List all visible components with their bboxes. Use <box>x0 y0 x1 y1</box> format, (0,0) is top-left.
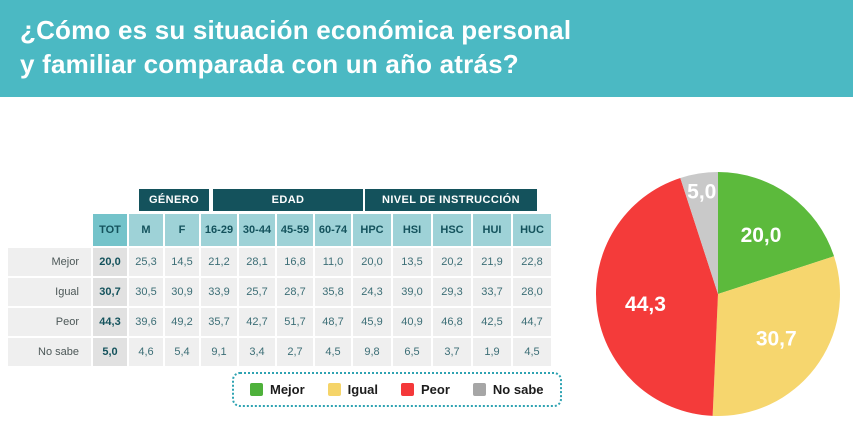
table-cell: 14,5 <box>165 248 199 276</box>
table-cell: 42,5 <box>473 308 511 336</box>
table-cell: 16,8 <box>277 248 313 276</box>
table-cell: 42,7 <box>239 308 275 336</box>
pie-value-label: 30,7 <box>756 327 797 350</box>
column-header-huc: HUC <box>513 214 551 246</box>
table-cell: 44,7 <box>513 308 551 336</box>
table-cell: 39,0 <box>393 278 431 306</box>
table-cell: 3,4 <box>239 338 275 366</box>
table-cell: 5,0 <box>93 338 127 366</box>
content-area: GÉNERO EDAD NIVEL DE INSTRUCCIÓN TOT M F… <box>0 97 853 442</box>
row-label-mejor: Mejor <box>8 248 91 276</box>
column-header-hui: HUI <box>473 214 511 246</box>
table-cell: 30,7 <box>93 278 127 306</box>
table-cell: 6,5 <box>393 338 431 366</box>
column-header-hsi: HSI <box>393 214 431 246</box>
legend-label-mejor: Mejor <box>270 382 305 397</box>
table-cell: 30,9 <box>165 278 199 306</box>
column-header-45-59: 45-59 <box>277 214 313 246</box>
table-cell: 33,9 <box>201 278 237 306</box>
table-cell: 45,9 <box>353 308 391 336</box>
table-cell: 22,8 <box>513 248 551 276</box>
title-line-2: y familiar comparada con un año atrás? <box>20 49 519 80</box>
group-header-nivel-instruccion: NIVEL DE INSTRUCCIÓN <box>365 189 537 211</box>
legend-swatch-igual <box>327 383 341 396</box>
legend-item-peor: Peor <box>401 382 450 397</box>
row-label-peor: Peor <box>8 308 91 336</box>
table-corner-spacer <box>8 214 91 242</box>
table-cell: 35,7 <box>201 308 237 336</box>
table-cell: 33,7 <box>473 278 511 306</box>
pie-slice-igual <box>712 256 840 416</box>
table-cell: 39,6 <box>129 308 163 336</box>
data-table: GÉNERO EDAD NIVEL DE INSTRUCCIÓN TOT M F… <box>8 189 551 366</box>
legend-item-igual: Igual <box>327 382 379 397</box>
column-header-16-29: 16-29 <box>201 214 237 246</box>
group-header-genero: GÉNERO <box>139 189 209 211</box>
table-cell: 51,7 <box>277 308 313 336</box>
group-header-edad: EDAD <box>213 189 363 211</box>
column-header-tot: TOT <box>93 214 127 246</box>
pie-chart: 20,0 30,7 44,3 5,0 <box>596 172 840 416</box>
table-cell: 21,9 <box>473 248 511 276</box>
pie-slice-no-sabe <box>680 172 718 294</box>
table-cell: 4,6 <box>129 338 163 366</box>
legend-label-igual: Igual <box>347 382 379 397</box>
table-cell: 44,3 <box>93 308 127 336</box>
table-group-header-row: GÉNERO EDAD NIVEL DE INSTRUCCIÓN <box>8 189 551 211</box>
legend-swatch-mejor <box>250 383 263 396</box>
row-label-no-sabe: No sabe <box>8 338 91 366</box>
table-grid: TOT M F 16-29 30-44 45-59 60-74 HPC HSI … <box>8 214 551 366</box>
column-header-hpc: HPC <box>353 214 391 246</box>
table-cell: 21,2 <box>201 248 237 276</box>
table-cell: 11,0 <box>315 248 351 276</box>
legend-item-mejor: Mejor <box>250 382 305 397</box>
legend-label-peor: Peor <box>421 382 450 397</box>
table-cell: 9,1 <box>201 338 237 366</box>
table-cell: 46,8 <box>433 308 471 336</box>
pie-value-label: 44,3 <box>625 293 666 316</box>
column-header-hsc: HSC <box>433 214 471 246</box>
pie-value-label: 20,0 <box>741 224 782 247</box>
legend-item-no-sabe: No sabe <box>472 382 544 397</box>
table-cell: 28,1 <box>239 248 275 276</box>
header-banner: ¿Cómo es su situación económica personal… <box>0 0 853 97</box>
legend-swatch-peor <box>401 383 415 396</box>
table-cell: 25,3 <box>129 248 163 276</box>
table-cell: 4,5 <box>513 338 551 366</box>
pie-value-label: 5,0 <box>687 181 716 204</box>
column-header-30-44: 30-44 <box>239 214 275 246</box>
table-cell: 28,0 <box>513 278 551 306</box>
column-header-60-74: 60-74 <box>315 214 351 246</box>
table-cell: 1,9 <box>473 338 511 366</box>
title-line-1: ¿Cómo es su situación económica personal <box>20 15 572 45</box>
row-label-igual: Igual <box>8 278 91 306</box>
table-cell: 3,7 <box>433 338 471 366</box>
legend-label-no-sabe: No sabe <box>492 382 544 397</box>
table-cell: 9,8 <box>353 338 391 366</box>
pie-slice-mejor <box>718 172 835 294</box>
table-cell: 40,9 <box>393 308 431 336</box>
table-cell: 4,5 <box>315 338 351 366</box>
table-cell: 13,5 <box>393 248 431 276</box>
table-cell: 20,0 <box>353 248 391 276</box>
pie-slice-peor <box>596 177 718 416</box>
table-cell: 48,7 <box>315 308 351 336</box>
table-cell: 5,4 <box>165 338 199 366</box>
page-title: ¿Cómo es su situación económica personal… <box>20 13 853 82</box>
table-cell: 28,7 <box>277 278 313 306</box>
column-header-m: M <box>129 214 163 246</box>
chart-legend: Mejor Igual Peor No sabe <box>232 372 562 407</box>
table-cell: 2,7 <box>277 338 313 366</box>
column-header-f: F <box>165 214 199 246</box>
table-cell: 24,3 <box>353 278 391 306</box>
table-cell: 29,3 <box>433 278 471 306</box>
table-cell: 20,0 <box>93 248 127 276</box>
table-cell: 49,2 <box>165 308 199 336</box>
table-cell: 35,8 <box>315 278 351 306</box>
legend-swatch-no-sabe <box>472 383 486 396</box>
table-cell: 20,2 <box>433 248 471 276</box>
table-cell: 25,7 <box>239 278 275 306</box>
table-cell: 30,5 <box>129 278 163 306</box>
